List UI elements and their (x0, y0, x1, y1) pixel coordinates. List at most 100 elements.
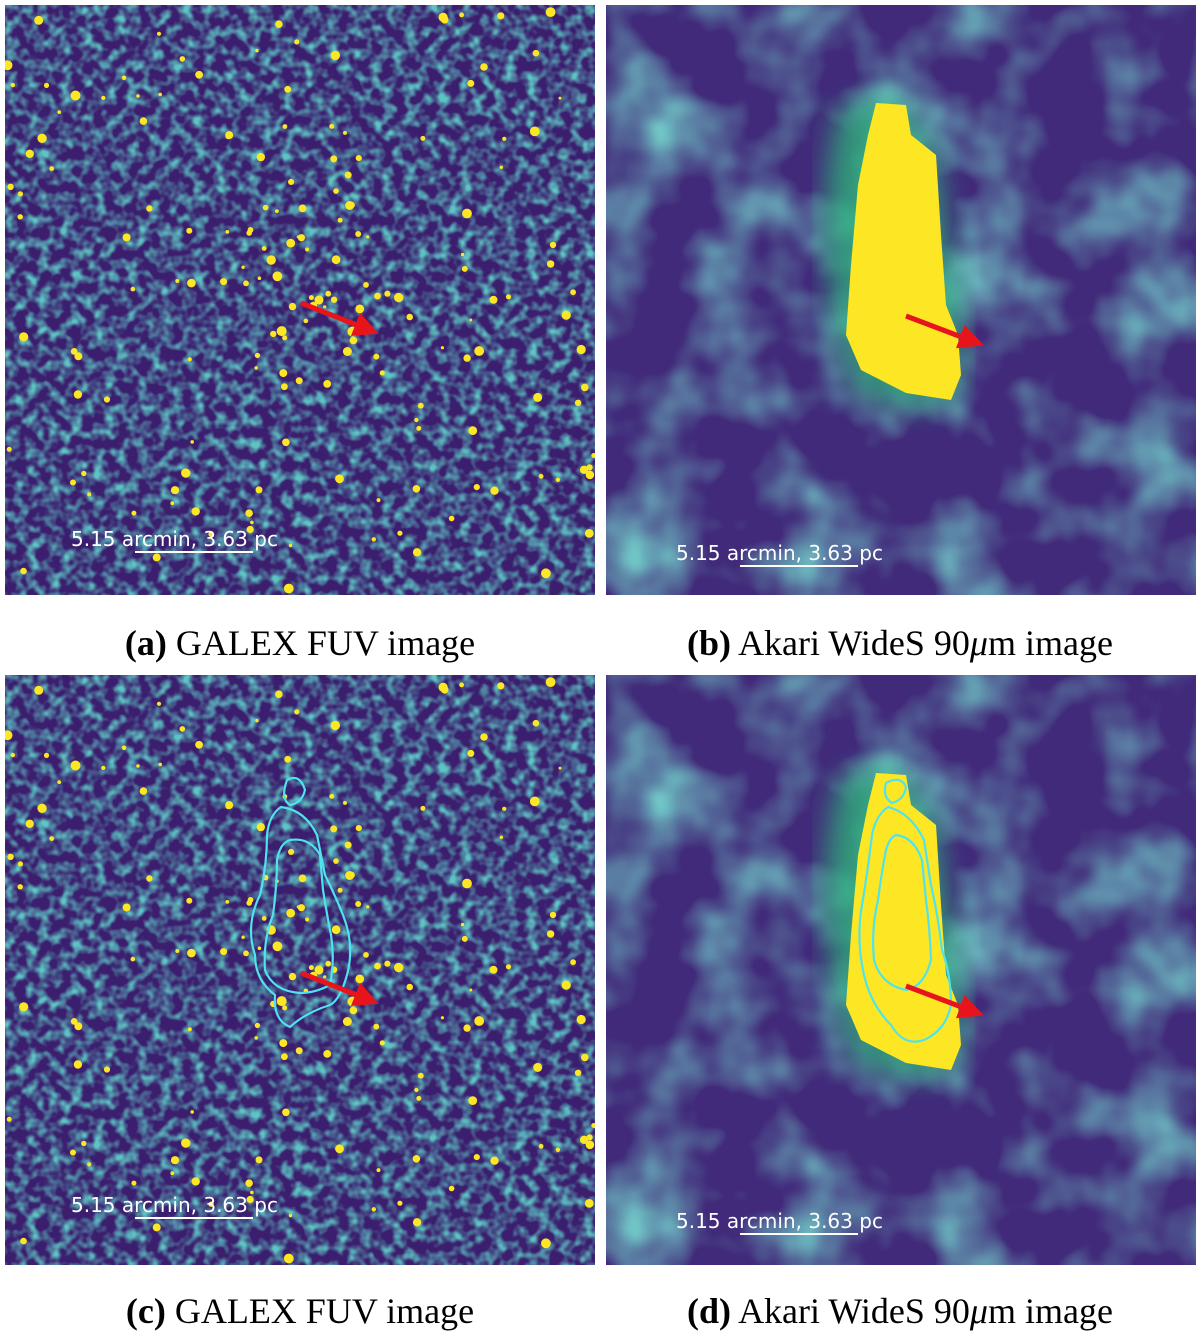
point-source (121, 75, 127, 81)
point-source (529, 126, 540, 137)
caption-mu: μ (969, 1291, 988, 1331)
point-source (25, 149, 34, 158)
point-source (187, 1027, 192, 1032)
point-source (333, 858, 339, 864)
point-source (323, 305, 327, 309)
point-source (325, 290, 332, 297)
point-source (101, 765, 106, 771)
point-source (591, 1123, 595, 1128)
point-source (480, 733, 488, 741)
point-source (355, 825, 362, 832)
point-source (34, 15, 44, 25)
point-source (546, 260, 555, 268)
motion-arrow (300, 970, 379, 1007)
point-source (397, 530, 403, 536)
point-source (474, 1016, 485, 1026)
point-source (266, 255, 276, 265)
point-source (345, 201, 355, 210)
point-source (505, 964, 512, 970)
point-source (295, 1047, 303, 1055)
point-source (255, 1156, 263, 1164)
point-source (330, 825, 338, 833)
point-source (279, 1039, 288, 1048)
point-source (337, 217, 343, 223)
point-source (448, 1185, 455, 1192)
point-source (574, 1069, 582, 1076)
point-source (49, 836, 55, 841)
point-source (139, 787, 148, 795)
point-source (529, 796, 540, 807)
point-source (314, 295, 324, 305)
akari-widesr-image (606, 5, 1196, 595)
point-source (187, 357, 192, 362)
point-source (81, 470, 87, 477)
point-source (549, 241, 557, 249)
point-source (220, 278, 228, 286)
point-source (139, 117, 148, 125)
point-source (355, 901, 362, 907)
point-source (344, 841, 352, 849)
point-source (347, 996, 358, 1007)
point-source (17, 214, 23, 220)
point-source (343, 130, 347, 135)
point-source (533, 392, 543, 402)
scale-bar: 5.15 arcmin, 3.63 pc (71, 527, 278, 553)
point-source (420, 135, 426, 141)
point-source (355, 304, 365, 314)
point-source (461, 935, 468, 942)
point-source (262, 204, 269, 211)
point-source (363, 282, 369, 288)
point-source (406, 313, 414, 321)
caption-text: GALEX FUV image (175, 623, 476, 663)
point-source (558, 96, 562, 100)
point-source (158, 762, 162, 767)
point-source (281, 383, 288, 391)
point-source (345, 871, 355, 880)
point-source (181, 468, 191, 478)
point-source (468, 1096, 478, 1105)
point-source (412, 548, 422, 557)
point-source (17, 884, 23, 890)
point-source (505, 294, 512, 300)
scale-bar-label: 5.15 arcmin, 3.63 pc (71, 1193, 278, 1217)
caption-text-end: m image (988, 623, 1113, 663)
point-source (294, 39, 300, 45)
point-source (195, 740, 204, 749)
point-source (384, 290, 391, 297)
point-source (70, 90, 81, 101)
point-source (101, 95, 106, 101)
point-source (241, 265, 245, 269)
point-source (416, 425, 422, 431)
galex-fuv-image-with-contours (5, 675, 595, 1265)
point-source (190, 440, 194, 444)
point-source (335, 1144, 344, 1154)
point-source (490, 486, 499, 495)
point-source (121, 745, 127, 751)
point-source (462, 878, 472, 889)
point-source (275, 20, 283, 28)
point-source (533, 1062, 543, 1072)
point-source (225, 900, 230, 904)
point-source (406, 983, 414, 991)
point-source (570, 959, 576, 966)
point-source (243, 280, 249, 287)
point-source (459, 682, 464, 688)
point-source (6, 446, 12, 452)
point-source (175, 279, 180, 283)
point-source (208, 531, 214, 537)
point-source (186, 227, 193, 234)
point-source (191, 507, 200, 516)
point-source (286, 238, 296, 248)
point-source (256, 822, 265, 832)
point-source (335, 474, 344, 484)
point-source (156, 701, 162, 706)
point-source (257, 276, 262, 281)
point-source (474, 346, 485, 356)
point-source (330, 720, 340, 731)
point-source (555, 1147, 561, 1152)
point-source (284, 85, 292, 93)
point-source (591, 453, 595, 458)
point-source (87, 492, 92, 497)
point-source (208, 1201, 214, 1207)
point-source (7, 853, 14, 860)
